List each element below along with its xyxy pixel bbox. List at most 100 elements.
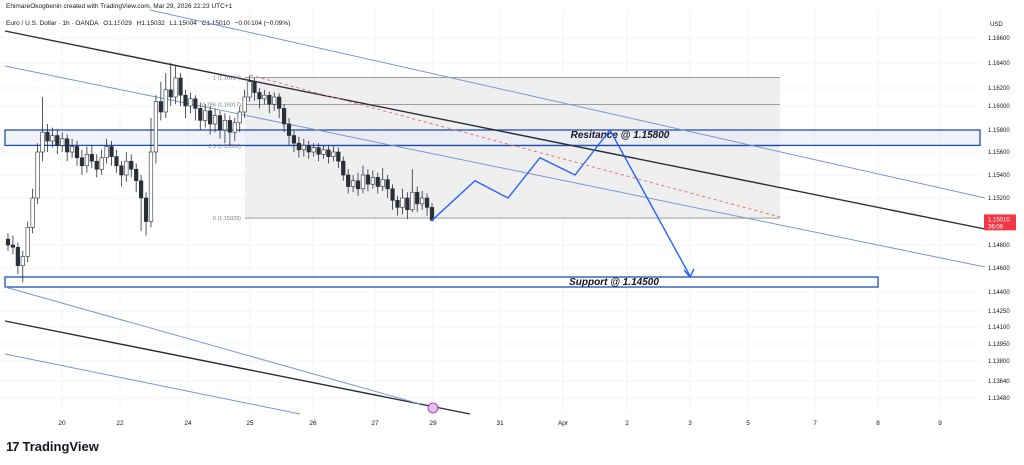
y-tick-label: 1.15800 (988, 128, 1010, 134)
candle-body (203, 110, 208, 121)
candle (15, 242, 20, 274)
candle (10, 235, 16, 255)
x-tick-label: 20 (58, 420, 66, 427)
support-zone (4, 276, 879, 288)
candle (420, 191, 425, 210)
candle (415, 186, 420, 213)
candle (94, 154, 99, 178)
y-tick-label: 1.16000 (988, 104, 1010, 110)
event-marker-icon (427, 402, 439, 414)
candle-body (247, 81, 252, 98)
x-tick-label: 27 (371, 420, 379, 427)
candle-body (395, 200, 400, 208)
candle (277, 93, 282, 118)
channel-lower-main-line (4, 320, 471, 415)
candle (395, 195, 400, 216)
channel-line (4, 286, 421, 405)
fib-box (245, 77, 780, 219)
candle-body (89, 154, 94, 162)
candle-body (311, 147, 316, 153)
candle (232, 118, 237, 141)
candle (331, 146, 336, 162)
candle (173, 65, 178, 105)
candle-body (424, 197, 430, 208)
candle (183, 89, 188, 118)
candle-body (296, 142, 301, 151)
candle-body (277, 96, 282, 109)
candle (316, 143, 321, 162)
channel-line (4, 65, 986, 268)
current-price-value: 1.15010 (988, 217, 1010, 223)
candle (99, 149, 104, 175)
candle (365, 169, 371, 192)
candle-body (65, 138, 70, 153)
candle (30, 188, 35, 234)
candle (153, 95, 159, 164)
candle-body (232, 122, 237, 133)
candle (178, 73, 183, 106)
candle (410, 169, 415, 213)
candle-body (212, 115, 218, 125)
candle-body (153, 101, 159, 153)
candle (134, 163, 139, 193)
candle-body (163, 89, 168, 113)
symbol-name: Euro / U.S. Dollar · 1h · OANDA (6, 20, 99, 27)
candle (129, 154, 134, 178)
high-value: H1.15032 (136, 20, 165, 27)
candle-body (134, 168, 139, 182)
candle (79, 149, 85, 175)
y-tick-label: 1.15400 (988, 173, 1010, 179)
candle (168, 63, 173, 106)
candle-body (301, 145, 306, 151)
candle (286, 118, 292, 146)
projection-path (431, 128, 691, 277)
candle-body (30, 197, 35, 228)
low-value: L1.15004 (169, 20, 197, 27)
candle-body (326, 149, 331, 157)
candle-body (40, 131, 45, 153)
candle-body (114, 156, 119, 167)
candle-body (50, 135, 55, 142)
candle-body (380, 179, 385, 187)
candle-body (119, 165, 124, 176)
candle-body (104, 146, 109, 159)
candle-body (45, 131, 50, 142)
candle-body (390, 188, 395, 201)
candle (281, 104, 287, 133)
candle-body (415, 191, 420, 205)
author-credit: EhimareOkogbenin created with TradingVie… (6, 3, 233, 10)
candle-body (55, 135, 60, 146)
candle (306, 141, 311, 159)
candle (119, 161, 124, 187)
candle-body (208, 110, 213, 125)
close-value: C1.15010 (201, 20, 230, 27)
candle-body (242, 96, 247, 113)
trend-dashed-line (249, 74, 781, 218)
candle (405, 192, 410, 220)
candle-body (365, 174, 371, 185)
candle (360, 165, 366, 194)
x-tick-label: 8 (876, 420, 880, 427)
candle (208, 106, 213, 135)
symbol-legend: Euro / U.S. Dollar · 1h · OANDA O1.15029… (6, 20, 293, 27)
candle (60, 132, 65, 152)
candle (385, 175, 390, 198)
candle-body (281, 108, 287, 125)
candle (247, 75, 252, 102)
candle (193, 95, 198, 121)
candle-body (143, 197, 149, 222)
y-tick-label: 1.16400 (988, 61, 1010, 67)
x-tick-label: 5 (746, 420, 750, 427)
candle-body (346, 174, 351, 187)
candle (89, 145, 94, 169)
tradingview-logo: 17 TradingView (6, 439, 99, 454)
x-tick-label: 7 (813, 420, 817, 427)
y-tick-label: 1.13480 (988, 396, 1010, 402)
change-value: −0.00104 (−0.09%) (234, 20, 291, 27)
candle-body (79, 157, 85, 167)
candle-body (321, 149, 326, 155)
x-tick-label: 3 (688, 420, 692, 427)
candle (163, 73, 168, 118)
